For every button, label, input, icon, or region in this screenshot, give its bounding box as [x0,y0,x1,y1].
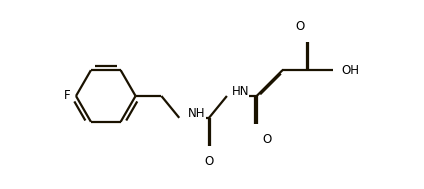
Text: O: O [204,155,214,168]
Text: HN: HN [232,84,249,98]
Text: NH: NH [188,107,206,120]
Text: F: F [64,89,70,102]
Text: O: O [262,133,272,146]
Text: O: O [295,20,304,33]
Text: OH: OH [341,64,359,77]
